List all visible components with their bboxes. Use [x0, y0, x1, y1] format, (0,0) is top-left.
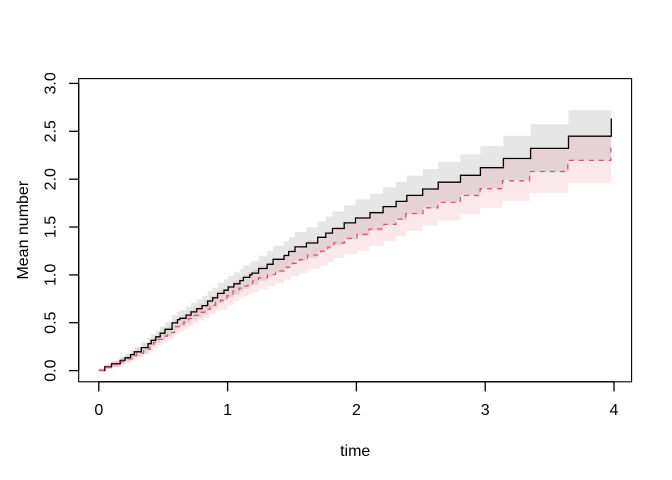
svg-text:Mean number: Mean number: [15, 180, 32, 279]
svg-text:0.5: 0.5: [43, 311, 60, 333]
svg-text:0: 0: [94, 402, 103, 419]
svg-text:3: 3: [481, 402, 490, 419]
svg-text:2: 2: [352, 402, 361, 419]
svg-text:time: time: [340, 443, 370, 460]
svg-text:4: 4: [610, 402, 619, 419]
svg-text:1: 1: [223, 402, 232, 419]
svg-text:2.5: 2.5: [43, 120, 60, 142]
svg-text:1.5: 1.5: [43, 216, 60, 238]
svg-text:3.0: 3.0: [43, 72, 60, 94]
svg-text:0.0: 0.0: [43, 359, 60, 381]
svg-text:1.0: 1.0: [43, 264, 60, 286]
svg-text:2.0: 2.0: [43, 168, 60, 190]
